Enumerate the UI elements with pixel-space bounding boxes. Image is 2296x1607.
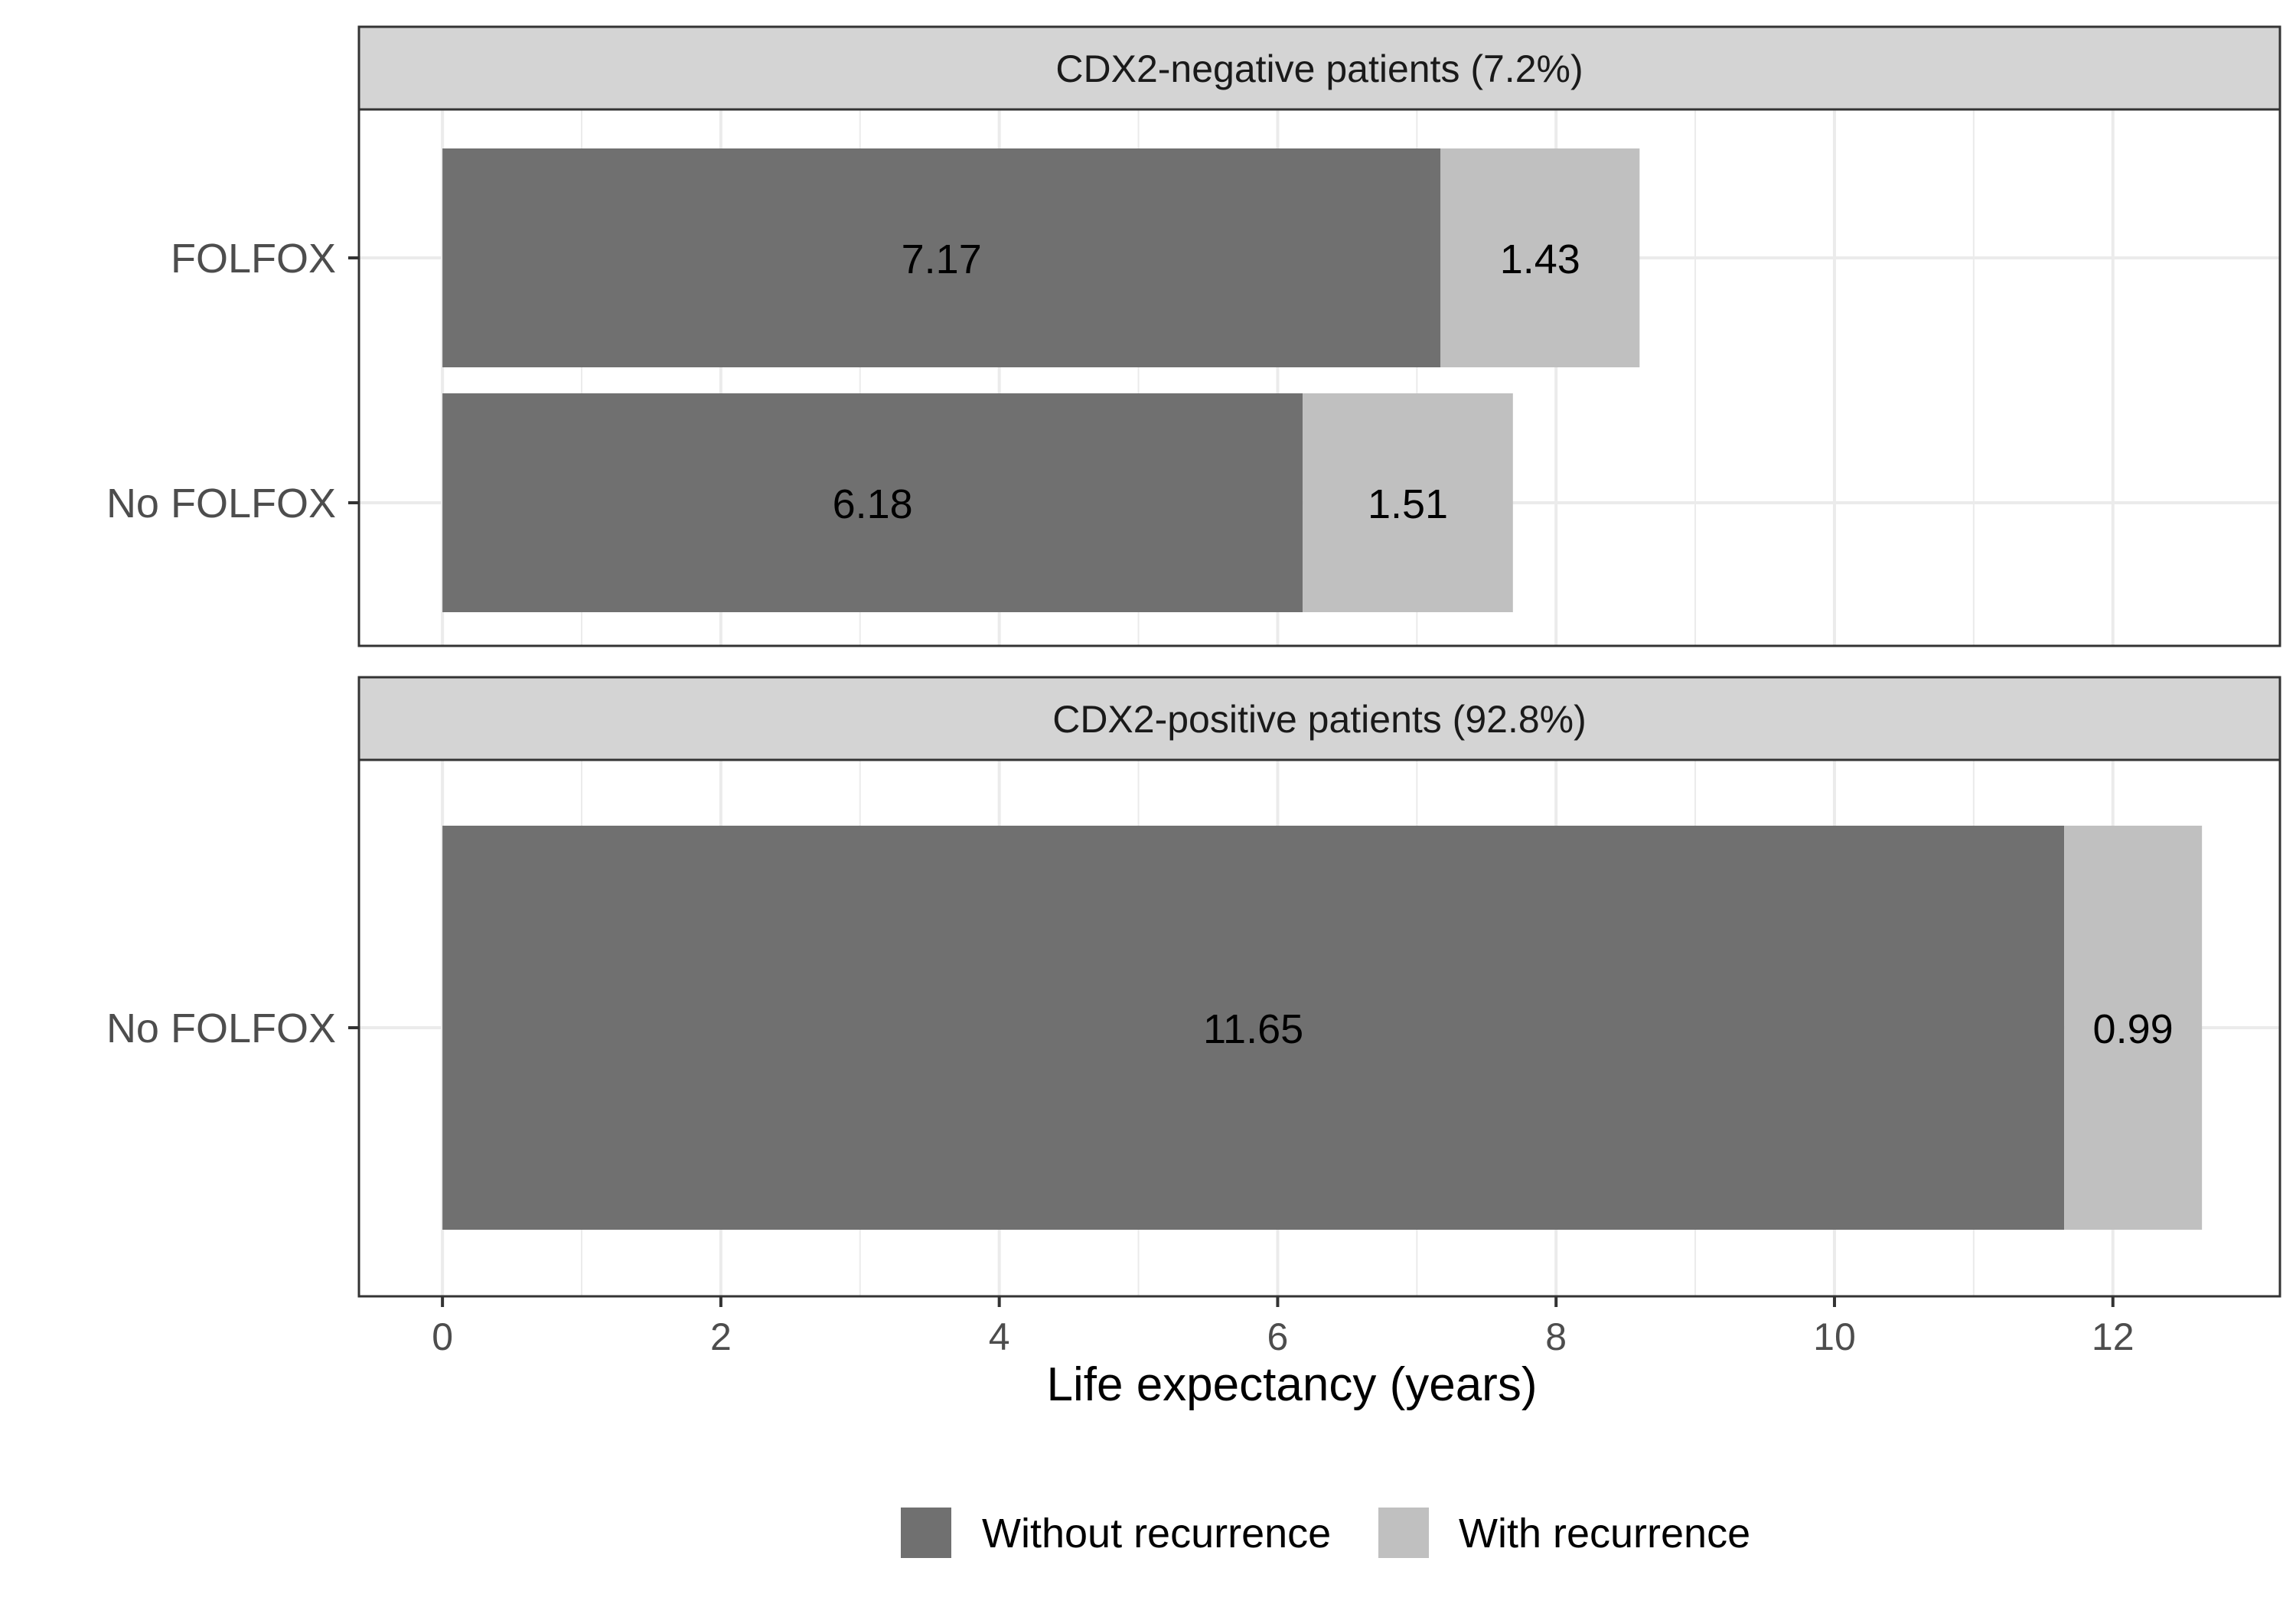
data-label: 0.99	[2093, 1006, 2174, 1052]
y-tick-label: No FOLFOX	[106, 1006, 336, 1051]
bar-with-recurrence	[1440, 148, 1640, 367]
x-tick-label: 8	[1545, 1315, 1567, 1358]
legend: Without recurrence With recurrence	[901, 1508, 1750, 1558]
data-label: 1.43	[1500, 236, 1580, 282]
legend-label: With recurrence	[1459, 1511, 1750, 1556]
facet-panel: 7.17 1.43 FOLFOX 6.18 1.51 No FOLFOX CDX2-nega…	[106, 25, 2281, 647]
x-tick-label: 10	[1813, 1315, 1856, 1358]
data-label: 7.17	[902, 236, 982, 282]
bar-without-recurrence	[442, 148, 1441, 367]
legend-swatch	[1378, 1508, 1429, 1558]
y-tick-label: No FOLFOX	[106, 481, 336, 526]
x-axis-title: Life expectancy (years)	[1047, 1358, 1538, 1411]
facet-title: CDX2-positive patients (92.8%)	[1052, 698, 1587, 741]
data-label: 1.51	[1368, 481, 1448, 527]
facet-title: CDX2-negative patients (7.2%)	[1055, 47, 1583, 90]
x-axis: 0 2 4 6 8 10 12	[432, 1296, 2135, 1358]
x-tick-label: 2	[710, 1315, 732, 1358]
data-label: 11.65	[1203, 1006, 1303, 1052]
facet-strip	[357, 25, 2281, 111]
bar-with-recurrence	[2064, 826, 2203, 1230]
x-tick-label: 4	[989, 1315, 1010, 1358]
legend-swatch	[901, 1508, 951, 1558]
bar-without-recurrence	[442, 393, 1303, 612]
bar-without-recurrence	[442, 826, 2065, 1230]
x-tick-label: 0	[432, 1315, 453, 1358]
legend-label: Without recurrence	[982, 1511, 1331, 1556]
panels: 7.17 1.43 FOLFOX 6.18 1.51 No FOLFOX CDX2-nega…	[106, 25, 2281, 1298]
facet-panel: 11.65 0.99 No FOLFOX CDX2-positive patients…	[106, 676, 2281, 1298]
x-tick-label: 6	[1267, 1315, 1289, 1358]
bar-with-recurrence	[1303, 393, 1513, 612]
x-tick-label: 12	[2092, 1315, 2135, 1358]
y-tick-label: FOLFOX	[171, 236, 336, 282]
data-label: 6.18	[833, 481, 913, 527]
facet-strip	[357, 676, 2281, 761]
